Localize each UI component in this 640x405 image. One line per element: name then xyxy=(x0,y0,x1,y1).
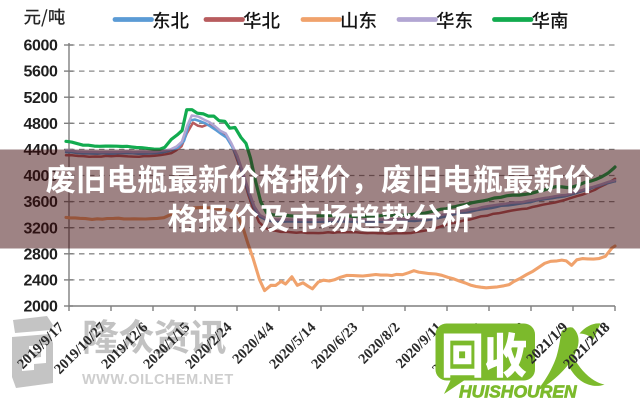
svg-text:2800: 2800 xyxy=(24,246,58,263)
svg-text:2000: 2000 xyxy=(24,299,58,316)
svg-text:5600: 5600 xyxy=(24,64,58,81)
svg-text:HUISHOUREN: HUISHOUREN xyxy=(459,382,577,401)
svg-text:5200: 5200 xyxy=(24,90,58,107)
svg-text:6000: 6000 xyxy=(24,38,58,55)
svg-text:2400: 2400 xyxy=(24,273,58,290)
svg-text:4800: 4800 xyxy=(24,116,58,133)
svg-text:WWW.OILCHEM.NET: WWW.OILCHEM.NET xyxy=(82,372,234,388)
